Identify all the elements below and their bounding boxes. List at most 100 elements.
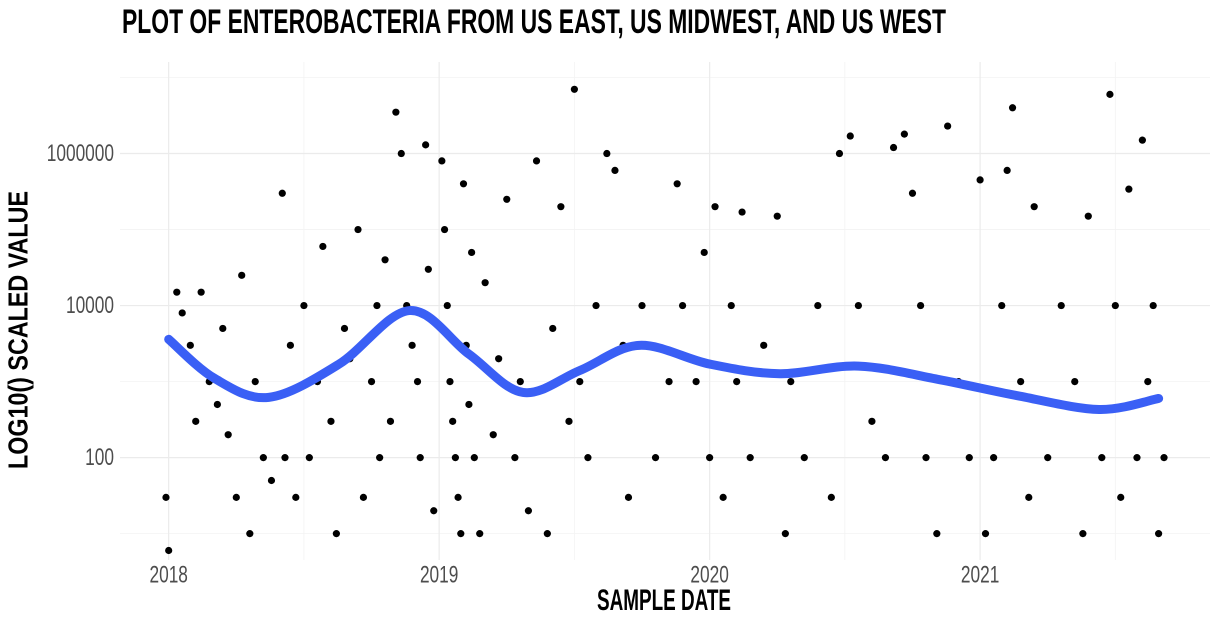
data-point: [416, 454, 424, 462]
y-tick-label: 1000000: [47, 140, 114, 166]
data-point: [557, 203, 565, 211]
data-point: [1044, 454, 1052, 462]
data-point: [543, 530, 551, 538]
data-point: [565, 417, 573, 425]
data-point: [232, 493, 240, 501]
data-point: [197, 288, 205, 296]
data-point: [665, 377, 673, 386]
data-point: [1111, 301, 1119, 310]
data-point: [908, 189, 917, 197]
x-tick: 2021: [961, 562, 999, 588]
data-point: [424, 265, 432, 273]
data-point: [549, 324, 557, 333]
x-tick-label: 2021: [961, 562, 999, 588]
data-point: [422, 141, 430, 149]
data-point: [481, 279, 489, 287]
data-point: [443, 301, 451, 310]
data-point: [495, 355, 503, 363]
data-point: [827, 493, 835, 501]
data-point: [251, 377, 259, 386]
x-tick: 2018: [149, 562, 187, 588]
data-point: [292, 493, 300, 501]
data-point: [359, 493, 368, 501]
data-point: [162, 493, 170, 501]
x-tick: 2020: [690, 562, 728, 588]
data-point: [916, 301, 925, 310]
data-point: [476, 530, 484, 538]
data-point: [386, 417, 395, 425]
data-point: [773, 212, 781, 220]
data-point: [673, 180, 681, 188]
data-point: [281, 454, 289, 462]
data-point: [238, 271, 246, 279]
data-point: [1106, 90, 1114, 98]
data-point: [511, 454, 519, 462]
data-point: [944, 122, 952, 130]
data-point: [846, 132, 854, 140]
data-point: [592, 301, 600, 310]
data-point: [570, 85, 578, 93]
x-tick: 2019: [420, 562, 458, 588]
data-point: [340, 324, 349, 333]
data-point: [711, 203, 719, 211]
data-point: [489, 431, 497, 439]
data-point: [259, 454, 267, 462]
data-point: [300, 301, 308, 310]
data-point: [700, 248, 708, 257]
data-point: [219, 324, 227, 333]
data-point: [746, 454, 754, 462]
data-point: [178, 309, 186, 317]
data-point: [835, 149, 844, 158]
data-point: [787, 377, 795, 386]
data-point: [933, 530, 941, 538]
data-point: [624, 493, 633, 501]
data-point: [638, 301, 646, 310]
data-point: [1030, 203, 1038, 211]
data-point: [760, 341, 768, 349]
data-point: [305, 454, 313, 462]
x-tick-label: 2020: [690, 562, 728, 588]
data-point: [192, 417, 200, 425]
data-point: [976, 176, 984, 184]
data-point: [738, 208, 746, 216]
data-point: [990, 454, 998, 462]
data-point: [327, 417, 335, 425]
data-point: [465, 400, 473, 409]
data-point: [781, 530, 789, 538]
data-point: [454, 493, 462, 501]
data-point: [900, 130, 908, 138]
data-point: [1117, 493, 1125, 501]
data-point: [854, 301, 862, 310]
data-point: [397, 149, 405, 158]
data-point: [1160, 454, 1168, 462]
data-point: [319, 242, 327, 251]
data-point: [584, 454, 592, 462]
data-point: [881, 454, 890, 462]
data-point: [814, 301, 822, 310]
data-point: [224, 431, 232, 439]
data-point: [446, 377, 454, 386]
data-point: [1125, 185, 1133, 193]
data-point: [1057, 301, 1065, 310]
data-point: [408, 341, 416, 349]
data-point: [706, 454, 714, 462]
data-point: [800, 454, 808, 462]
data-point: [1155, 530, 1163, 538]
data-point: [1008, 104, 1017, 112]
data-point: [678, 301, 687, 310]
y-tick: 1000000: [47, 140, 114, 166]
data-point: [576, 377, 584, 386]
data-point: [449, 417, 457, 425]
data-point: [532, 157, 541, 165]
y-tick-label: 100: [85, 444, 114, 470]
data-point: [603, 149, 611, 158]
data-point: [186, 341, 194, 349]
data-point: [503, 195, 511, 203]
data-point: [981, 530, 990, 538]
data-point: [733, 377, 741, 386]
data-point: [286, 341, 294, 349]
data-point: [1144, 377, 1152, 386]
data-point: [430, 507, 438, 515]
data-point: [1003, 166, 1011, 175]
data-point: [651, 454, 660, 462]
